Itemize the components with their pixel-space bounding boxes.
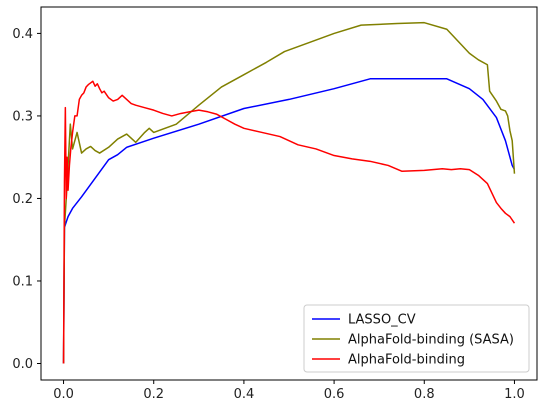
y-tick-label: 0.1 <box>12 274 33 289</box>
y-tick-label: 0.0 <box>12 357 33 372</box>
x-tick-label: 0.0 <box>53 387 74 402</box>
axes-frame <box>40 6 538 381</box>
x-tick-label: 0.4 <box>234 387 255 402</box>
legend-label: AlphaFold-binding <box>348 353 465 368</box>
plot-lines <box>62 21 516 364</box>
x-axis: 0.0 0.2 0.4 0.6 0.8 1.0 <box>53 380 525 402</box>
legend-label: LASSO_CV <box>348 313 416 328</box>
series-line-2 <box>62 21 516 364</box>
x-tick-label: 1.0 <box>504 387 525 402</box>
x-tick-label: 0.8 <box>414 387 435 402</box>
x-tick-label: 0.6 <box>324 387 345 402</box>
legend-label: AlphaFold-binding (SASA) <box>348 333 514 348</box>
legend-box <box>303 304 530 373</box>
x-tick-label: 0.2 <box>143 387 164 402</box>
series-line-3 <box>62 80 516 364</box>
y-tick-label: 0.2 <box>12 192 33 207</box>
y-tick-label: 0.3 <box>12 109 33 124</box>
y-tick-label: 0.4 <box>12 27 33 42</box>
y-axis: 0.0 0.1 0.2 0.3 0.4 <box>12 27 41 372</box>
legend: LASSO_CV AlphaFold-binding (SASA) AlphaFol… <box>303 304 530 373</box>
